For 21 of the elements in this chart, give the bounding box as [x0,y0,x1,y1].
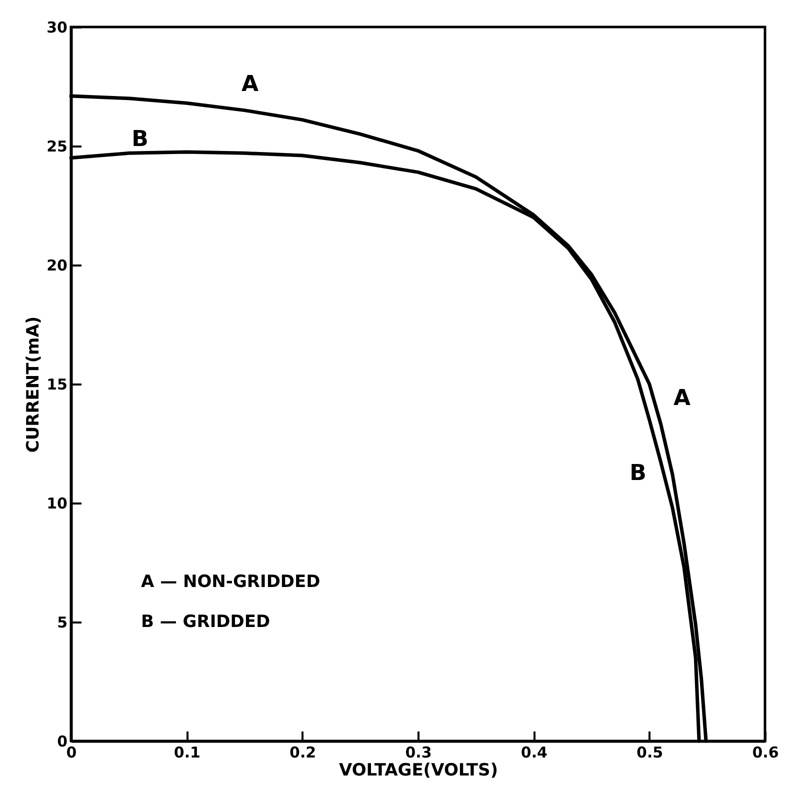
x-axis-title: VOLTAGE(VOLTS) [338,760,498,780]
x-tick-label: 0.3 [405,744,432,762]
y-axis-title: CURRENT(mA) [24,316,44,453]
y-tick-label: 25 [46,138,68,156]
y-tick-label: 20 [46,256,68,274]
y-tick-label: 30 [46,18,68,36]
x-tick-label: 0.2 [290,744,316,762]
annotation: B [132,127,148,152]
annotation: B [630,461,646,486]
y-tick-label: 0 [57,732,68,750]
annotation: A [673,386,691,411]
y-tick-label: 15 [46,376,68,394]
annotation: B — GRIDDED [141,612,270,632]
annotation: A — NON-GRIDDED [141,572,320,592]
y-tick-label: 5 [57,614,68,632]
x-tick-label: 0.6 [752,744,779,762]
annotation: A [241,72,259,97]
y-tick-label: 10 [46,494,68,512]
x-tick-label: 0.5 [636,744,664,762]
x-tick-label: 0.4 [520,744,548,762]
x-tick-label: 0.1 [174,744,200,762]
